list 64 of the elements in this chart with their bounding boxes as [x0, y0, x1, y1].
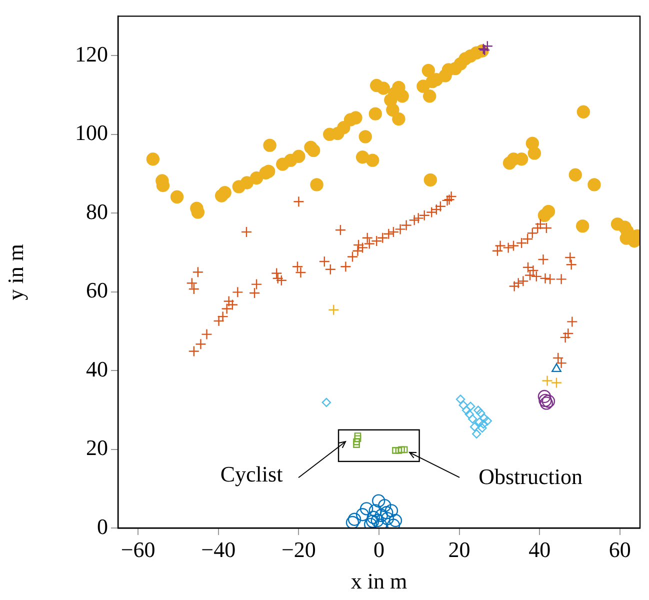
- x-tick-label: −20: [281, 536, 316, 562]
- point: [538, 394, 552, 408]
- point: [368, 504, 382, 518]
- point: [458, 400, 468, 410]
- x-tick-label: 20: [448, 536, 470, 562]
- point: [398, 446, 405, 454]
- point: [462, 406, 472, 415]
- point: [400, 446, 408, 454]
- point: [550, 377, 562, 388]
- x-tick-label: 60: [608, 536, 631, 562]
- point: [346, 516, 360, 528]
- point: [380, 512, 394, 526]
- point: [374, 508, 388, 522]
- point: [353, 438, 360, 446]
- point: [370, 514, 384, 528]
- point: [353, 441, 360, 448]
- point: [482, 416, 492, 426]
- point: [470, 422, 480, 432]
- point: [366, 510, 380, 524]
- x-tick-label: −40: [201, 536, 236, 562]
- y-tick-label: 80: [86, 198, 108, 224]
- x-tick-label: 0: [374, 536, 384, 562]
- point: [482, 40, 494, 52]
- y-tick-label: 20: [86, 435, 108, 460]
- point: [354, 435, 362, 442]
- y-tick-label: 40: [86, 356, 108, 382]
- x-tick-label: 40: [528, 536, 551, 562]
- point: [552, 363, 562, 372]
- point: [380, 506, 394, 520]
- point: [378, 498, 392, 512]
- point: [472, 429, 482, 439]
- point: [538, 390, 552, 404]
- annotation: Obstruction: [478, 464, 582, 490]
- point: [372, 494, 386, 508]
- point: [356, 508, 370, 522]
- point: [366, 514, 380, 528]
- point: [474, 406, 483, 415]
- point: [480, 414, 489, 423]
- point: [392, 447, 399, 454]
- point: [456, 394, 466, 404]
- point: [542, 375, 553, 386]
- point: [478, 419, 488, 429]
- y-tick-label: 0: [97, 514, 108, 539]
- y-tick-label: 60: [86, 278, 108, 303]
- point: [466, 402, 476, 411]
- point: [322, 398, 331, 408]
- y-tick-label: 120: [75, 41, 108, 66]
- point: [476, 408, 486, 418]
- point: [468, 414, 478, 424]
- point: [388, 514, 402, 528]
- point: [354, 432, 362, 440]
- point: [384, 504, 398, 518]
- point: [464, 410, 474, 419]
- point: [328, 304, 340, 316]
- annotation: Cyclist: [220, 461, 283, 486]
- point: [478, 423, 487, 433]
- x-axis-title: x in m: [350, 568, 408, 594]
- point: [360, 502, 374, 516]
- point: [348, 512, 362, 526]
- y-tick-label: 100: [75, 120, 108, 146]
- y-axis-title: y in m: [2, 244, 28, 300]
- x-tick-label: −60: [120, 536, 156, 562]
- point: [395, 447, 402, 454]
- point: [474, 417, 484, 427]
